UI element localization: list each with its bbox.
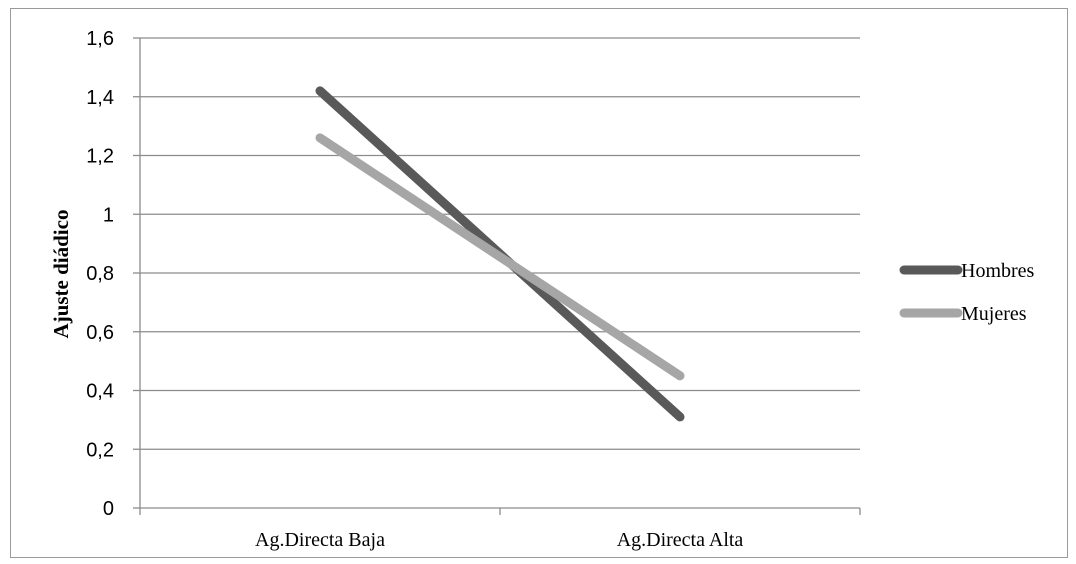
x-tick-label: Ag.Directa Baja (255, 529, 385, 551)
y-tick-label: 1,2 (86, 146, 114, 168)
axes (139, 38, 861, 515)
series-lines (315, 86, 685, 422)
y-tick-label: 0,6 (86, 322, 114, 344)
y-tick-label: 1,4 (86, 87, 114, 109)
y-tick-label: 0,8 (86, 263, 114, 285)
y-tick-label: 0,2 (86, 439, 114, 461)
y-tick-labels: 0 0,2 0,4 0,6 0,8 1 1,2 1,4 1,6 (86, 28, 114, 520)
legend-label: Hombres (961, 260, 1035, 282)
gridlines (133, 37, 860, 509)
y-tick-label: 0 (103, 498, 114, 520)
legend-label: Mujeres (961, 303, 1027, 325)
y-tick-label: 1 (103, 204, 114, 226)
y-tick-label: 1,6 (86, 28, 114, 50)
x-tick-label: Ag.Directa Alta (617, 529, 744, 551)
series-line-mujeres (315, 133, 685, 381)
y-tick-label: 0,4 (86, 381, 114, 403)
y-axis-label: Ajuste diádico (49, 210, 73, 339)
x-tick-labels: Ag.Directa Baja Ag.Directa Alta (255, 529, 743, 551)
legend: Hombres Mujeres (899, 260, 1035, 325)
